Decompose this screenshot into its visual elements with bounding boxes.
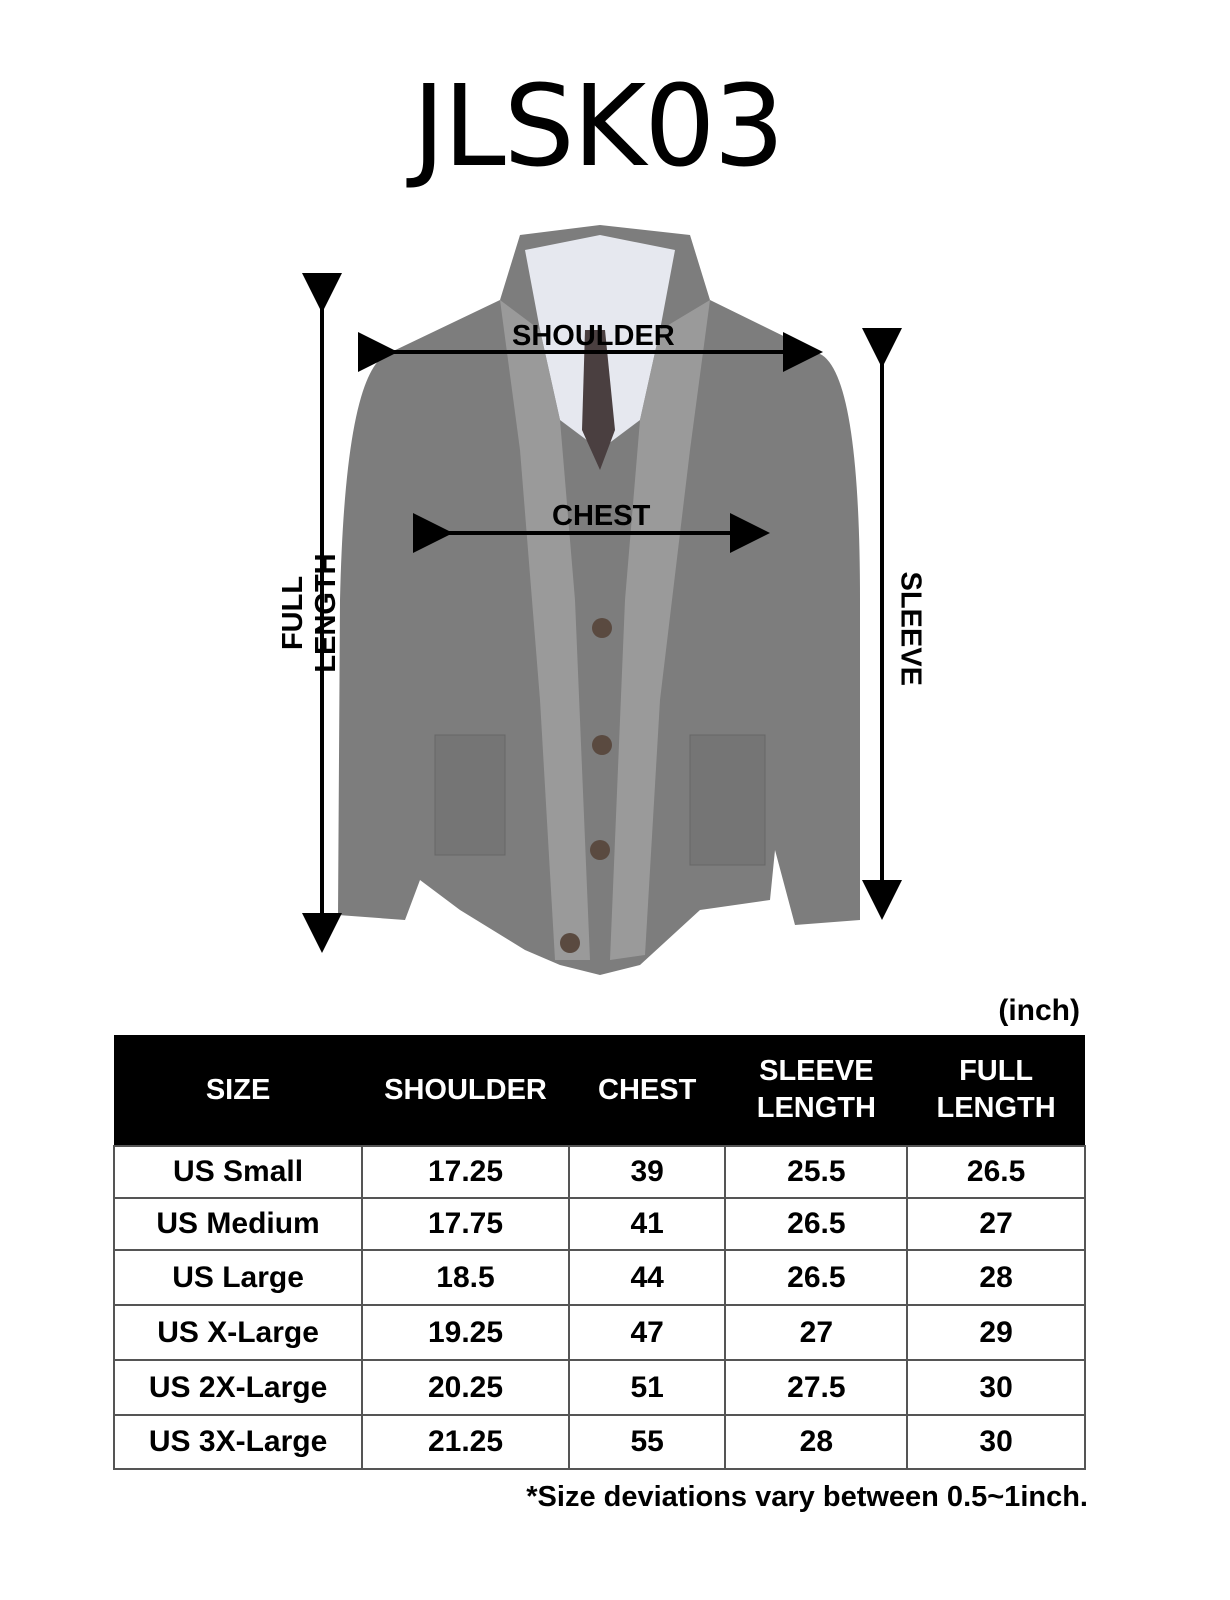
table-row: US 3X-Large 21.25 55 28 30 xyxy=(112,1414,1086,1470)
sleeve-label: SLEEVE xyxy=(894,571,927,686)
table-cell: 17.25 xyxy=(361,1145,570,1199)
table-cell: 27 xyxy=(906,1197,1086,1251)
table-cell: 18.5 xyxy=(361,1249,570,1306)
table-cell: 44 xyxy=(567,1249,727,1306)
full-length-label: FULL LENGTH xyxy=(277,553,342,673)
unit-label: (inch) xyxy=(998,994,1080,1027)
header-chest: CHEST xyxy=(568,1035,726,1146)
table-row: US Medium 17.75 41 26.5 27 xyxy=(112,1197,1086,1251)
table-cell: 55 xyxy=(567,1414,727,1470)
jacket-illustration xyxy=(302,225,902,975)
header-full-length: FULL LENGTH xyxy=(907,1035,1085,1146)
table-cell: 27 xyxy=(724,1304,909,1361)
table-cell: 19.25 xyxy=(361,1304,570,1361)
table-cell: 26.5 xyxy=(724,1197,909,1251)
table-cell: 47 xyxy=(567,1304,727,1361)
table-cell: 21.25 xyxy=(361,1414,570,1470)
table-row: US X-Large 19.25 47 27 29 xyxy=(112,1304,1086,1361)
table-cell: 30 xyxy=(906,1414,1086,1470)
table-cell: 51 xyxy=(567,1359,727,1416)
size-deviation-note: *Size deviations vary between 0.5~1inch. xyxy=(526,1481,1088,1513)
table-cell: US Medium xyxy=(112,1197,364,1251)
size-table: SIZE SHOULDER CHEST SLEEVE LENGTH FULL L… xyxy=(112,1035,1086,1470)
chest-label: CHEST xyxy=(552,500,651,532)
header-full-length-text: FULL LENGTH xyxy=(936,1055,1056,1124)
table-cell: 41 xyxy=(567,1197,727,1251)
table-cell: 29 xyxy=(906,1304,1086,1361)
table-cell: 28 xyxy=(906,1249,1086,1306)
table-row: US 2X-Large 20.25 51 27.5 30 xyxy=(112,1359,1086,1416)
table-row: US Small 17.25 39 25.5 26.5 xyxy=(112,1145,1086,1199)
table-cell: 26.5 xyxy=(724,1249,909,1306)
product-code-title: JLSK03 xyxy=(412,62,784,192)
table-cell: 26.5 xyxy=(906,1145,1086,1199)
table-cell: 25.5 xyxy=(724,1145,909,1199)
jacket-image xyxy=(338,225,860,975)
table-cell: 20.25 xyxy=(361,1359,570,1416)
table-cell: US X-Large xyxy=(112,1304,364,1361)
header-sleeve-length-text: SLEEVE LENGTH xyxy=(756,1055,876,1124)
table-row: US Large 18.5 44 26.5 28 xyxy=(112,1249,1086,1306)
table-cell: 30 xyxy=(906,1359,1086,1416)
table-cell: 39 xyxy=(567,1145,727,1199)
table-header-row: SIZE SHOULDER CHEST SLEEVE LENGTH FULL L… xyxy=(114,1035,1085,1146)
header-shoulder: SHOULDER xyxy=(362,1035,569,1146)
header-sleeve-length: SLEEVE LENGTH xyxy=(725,1035,908,1146)
shoulder-label: SHOULDER xyxy=(512,320,675,352)
table-cell: US 3X-Large xyxy=(112,1414,364,1470)
header-size: SIZE xyxy=(114,1035,363,1146)
table-cell: 28 xyxy=(724,1414,909,1470)
table-cell: 27.5 xyxy=(724,1359,909,1416)
table-cell: US Large xyxy=(112,1249,364,1306)
table-cell: 17.75 xyxy=(361,1197,570,1251)
table-cell: US Small xyxy=(112,1145,364,1199)
table-cell: US 2X-Large xyxy=(112,1359,364,1416)
